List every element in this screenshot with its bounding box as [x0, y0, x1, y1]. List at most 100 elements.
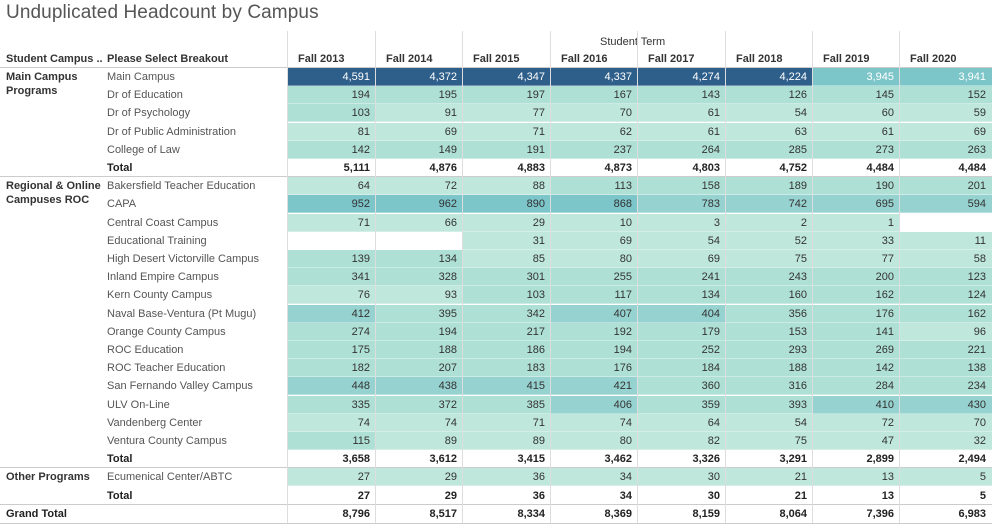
value-cell[interactable]: 126	[726, 86, 813, 105]
value-cell[interactable]: 103	[288, 104, 376, 123]
value-cell[interactable]: 81	[288, 122, 376, 141]
value-cell[interactable]: 82	[638, 432, 726, 450]
value-cell[interactable]: 21	[794, 489, 807, 502]
value-cell[interactable]: 438	[376, 377, 463, 396]
value-cell[interactable]: 448	[288, 377, 376, 396]
value-cell[interactable]: 115	[288, 432, 376, 450]
value-cell[interactable]: 201	[900, 177, 992, 196]
value-cell[interactable]: 5,111	[343, 162, 370, 174]
value-cell[interactable]: 117	[551, 286, 638, 305]
value-cell[interactable]: 194	[551, 341, 638, 359]
value-cell[interactable]: 742	[726, 195, 813, 214]
value-cell[interactable]: 360	[638, 377, 726, 396]
value-cell[interactable]: 182	[288, 359, 376, 378]
value-cell[interactable]: 31	[463, 231, 551, 250]
value-cell[interactable]: 72	[813, 413, 900, 432]
value-cell[interactable]: 5	[900, 468, 992, 487]
value-cell[interactable]: 4,347	[463, 68, 551, 86]
value-cell[interactable]: 264	[638, 140, 726, 159]
value-cell[interactable]: 421	[551, 377, 638, 396]
value-cell[interactable]: 145	[813, 86, 900, 105]
value-cell[interactable]: 3,462	[604, 453, 632, 466]
value-cell[interactable]: 143	[638, 86, 726, 105]
value-cell[interactable]: 74	[288, 413, 376, 432]
value-cell[interactable]: 58	[900, 250, 992, 268]
value-cell[interactable]: 890	[463, 195, 551, 214]
value-cell[interactable]: 96	[900, 322, 992, 341]
value-cell[interactable]: 4,337	[551, 68, 638, 86]
value-cell[interactable]: 8,369	[604, 507, 632, 520]
value-cell[interactable]: 4,484	[958, 162, 986, 174]
value-cell[interactable]: 3,612	[429, 453, 457, 466]
value-cell[interactable]: 695	[813, 195, 900, 214]
value-cell[interactable]: 342	[463, 304, 551, 323]
value-cell[interactable]: 4,224	[726, 68, 813, 86]
value-cell[interactable]: 241	[638, 268, 726, 287]
value-cell[interactable]: 194	[288, 86, 376, 105]
value-cell[interactable]: 189	[726, 177, 813, 196]
value-cell[interactable]: 69	[900, 122, 992, 141]
value-cell[interactable]: 234	[900, 377, 992, 396]
value-cell[interactable]: 75	[726, 250, 813, 268]
column-header-term[interactable]: Fall 2014	[386, 53, 433, 65]
value-cell[interactable]: 80	[551, 432, 638, 450]
value-cell[interactable]: 76	[288, 286, 376, 305]
value-cell[interactable]: 162	[813, 286, 900, 305]
value-cell[interactable]: 274	[288, 322, 376, 341]
value-cell[interactable]: 356	[726, 304, 813, 323]
value-cell[interactable]: 52	[726, 231, 813, 250]
value-cell[interactable]: 47	[813, 432, 900, 450]
value-cell[interactable]: 4,876	[429, 162, 457, 174]
column-header-term[interactable]: Fall 2015	[473, 53, 520, 65]
value-cell[interactable]: 88	[463, 177, 551, 196]
value-cell[interactable]: 8,064	[779, 507, 807, 520]
value-cell[interactable]: 3,945	[813, 68, 900, 86]
value-cell[interactable]: 63	[726, 122, 813, 141]
value-cell[interactable]: 393	[726, 395, 813, 414]
value-cell[interactable]: 11	[900, 231, 992, 250]
value-cell[interactable]: 237	[551, 140, 638, 159]
value-cell[interactable]: 255	[551, 268, 638, 287]
value-cell[interactable]: 3	[638, 213, 726, 232]
value-cell[interactable]: 4,274	[638, 68, 726, 86]
value-cell[interactable]: 70	[551, 104, 638, 123]
value-cell[interactable]: 33	[813, 231, 900, 250]
value-cell[interactable]: 69	[551, 231, 638, 250]
value-cell[interactable]: 69	[376, 122, 463, 141]
value-cell[interactable]: 4,591	[288, 68, 376, 86]
value-cell[interactable]: 273	[813, 140, 900, 159]
value-cell[interactable]: 335	[288, 395, 376, 414]
value-cell[interactable]: 123	[900, 268, 992, 287]
value-cell[interactable]: 138	[900, 359, 992, 378]
value-cell[interactable]: 3,326	[692, 453, 720, 466]
value-cell[interactable]: 184	[638, 359, 726, 378]
value-cell[interactable]: 71	[288, 213, 376, 232]
value-cell[interactable]: 60	[813, 104, 900, 123]
value-cell[interactable]: 395	[376, 304, 463, 323]
value-cell[interactable]: 61	[813, 122, 900, 141]
value-cell[interactable]: 372	[376, 395, 463, 414]
column-header-term[interactable]: Fall 2017	[648, 53, 695, 65]
value-cell[interactable]: 191	[463, 140, 551, 159]
value-cell[interactable]: 192	[551, 322, 638, 341]
value-cell[interactable]: 3,415	[517, 453, 545, 466]
value-cell[interactable]: 284	[813, 377, 900, 396]
value-cell[interactable]: 64	[288, 177, 376, 196]
value-cell[interactable]: 152	[900, 86, 992, 105]
value-cell[interactable]: 71	[463, 413, 551, 432]
value-cell[interactable]: 54	[726, 413, 813, 432]
value-cell[interactable]: 54	[638, 231, 726, 250]
value-cell[interactable]: 194	[376, 322, 463, 341]
value-cell[interactable]: 34	[619, 489, 632, 502]
value-cell[interactable]: 252	[638, 341, 726, 359]
value-cell[interactable]: 176	[551, 359, 638, 378]
value-cell[interactable]: 80	[551, 250, 638, 268]
value-cell[interactable]	[376, 231, 463, 250]
value-cell[interactable]: 61	[638, 104, 726, 123]
value-cell[interactable]: 175	[288, 341, 376, 359]
value-cell[interactable]: 139	[288, 250, 376, 268]
value-cell[interactable]: 141	[813, 322, 900, 341]
value-cell[interactable]: 243	[726, 268, 813, 287]
value-cell[interactable]: 36	[532, 489, 545, 502]
value-cell[interactable]: 142	[813, 359, 900, 378]
